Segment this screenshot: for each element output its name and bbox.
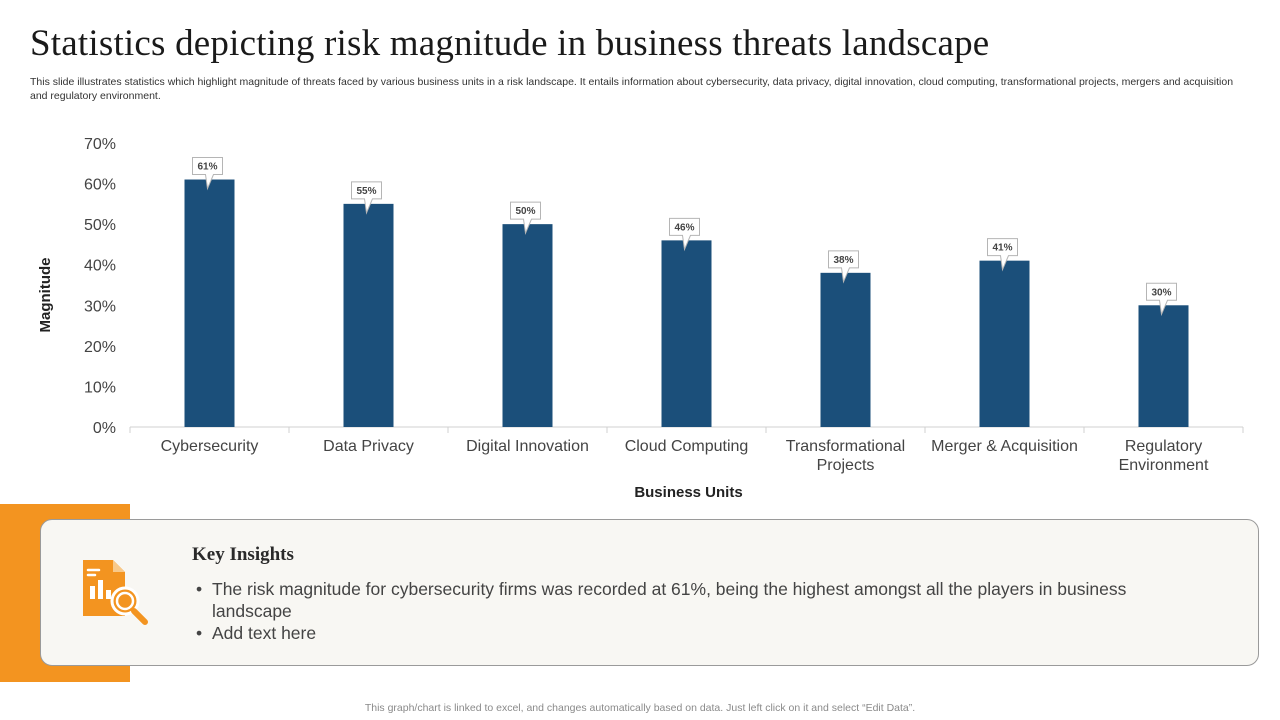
y-tick-label: 30% <box>84 298 116 315</box>
data-label-callout <box>510 201 541 235</box>
data-label-callout <box>669 217 700 252</box>
y-axis-title: Magnitude <box>37 258 54 333</box>
bar <box>661 240 712 427</box>
y-tick-label: 60% <box>84 177 116 194</box>
page-title: Statistics depicting risk magnitude in b… <box>30 23 990 64</box>
data-label-callout <box>351 181 382 215</box>
insight-item: The risk magnitude for cybersecurity fir… <box>192 578 1152 622</box>
x-tick-label: Transformational Projects <box>786 438 905 474</box>
data-label-callout <box>828 250 859 284</box>
data-label: 55% <box>356 186 376 197</box>
x-tick-label: Regulatory Environment <box>1119 438 1209 474</box>
bar <box>184 179 235 427</box>
data-label: 41% <box>992 243 1012 254</box>
x-tick-label: Cybersecurity <box>161 438 259 455</box>
y-tick-label: 20% <box>84 339 116 356</box>
y-tick-label: 40% <box>84 258 116 275</box>
data-label-callout <box>192 157 223 191</box>
y-tick-label: 50% <box>84 217 116 234</box>
bar <box>820 272 871 427</box>
bar <box>502 224 553 427</box>
x-tick-label: Cloud Computing <box>625 438 749 455</box>
y-tick-label: 70% <box>84 136 116 153</box>
data-label: 61% <box>197 162 217 173</box>
bar <box>979 260 1030 427</box>
bar-chart: 0% 10% 20% 30% 40% 50% 60% 70% 61% Cybersecurity 5… <box>37 136 1244 501</box>
data-label-callout <box>1146 282 1177 317</box>
page-subtitle: This slide illustrates statistics which … <box>30 76 1234 102</box>
x-tick-label: Digital Innovation <box>466 438 589 455</box>
x-axis-title: Business Units <box>634 484 742 501</box>
key-insights-panel: Key Insights The risk magnitude for cybe… <box>40 519 1259 666</box>
insights-title: Key Insights <box>192 544 294 565</box>
data-label: 50% <box>515 206 535 217</box>
footer-note: This graph/chart is linked to excel, and… <box>364 702 916 714</box>
data-label-callout <box>987 238 1018 272</box>
chart-analysis-icon <box>79 556 151 633</box>
bar <box>1138 305 1189 427</box>
insight-item: Add text here <box>192 622 1152 644</box>
x-tick-label: Data Privacy <box>323 438 414 455</box>
y-tick-label: 10% <box>84 379 116 396</box>
x-tick-label: Merger & Acquisition <box>931 438 1078 455</box>
bar <box>343 203 394 427</box>
insights-list: The risk magnitude for cybersecurity fir… <box>192 578 1152 644</box>
data-label: 30% <box>1151 287 1171 298</box>
y-tick-label: 0% <box>93 420 116 437</box>
data-label: 38% <box>833 255 853 266</box>
data-label: 46% <box>674 222 694 233</box>
